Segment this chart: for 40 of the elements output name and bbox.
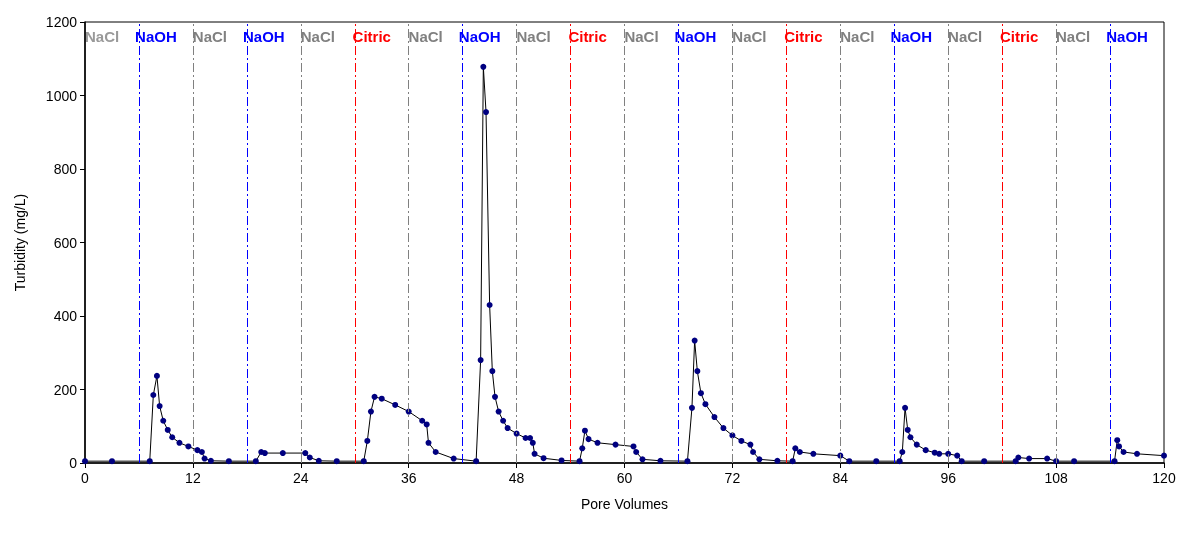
y-axis-title: Turbidity (mg/L) (12, 193, 28, 292)
y-tick-label: 600 (53, 234, 78, 251)
ref-line-label: NaOH (674, 28, 717, 45)
ref-line-label: NaOH (1106, 28, 1148, 45)
ref-line-label: Citric (999, 28, 1039, 45)
x-tick-label: 48 (508, 470, 525, 486)
y-tick-label: 0 (69, 455, 78, 471)
y-tick-label: 400 (53, 308, 78, 324)
x-axis-title: Pore Volumes (580, 496, 669, 512)
ref-line-label: NaCl (732, 28, 767, 45)
y-tick-label: 200 (53, 381, 78, 398)
ref-line-label: NaCl (624, 28, 659, 45)
x-tick-label: 120 (1152, 470, 1176, 486)
ref-line-label: NaOH (458, 28, 501, 45)
ref-line-label: NaCl (1056, 28, 1091, 45)
x-tick-label: 0 (81, 470, 90, 486)
y-tick-label: 800 (53, 161, 78, 177)
y-tick-label: 1000 (45, 87, 78, 104)
x-tick-label: 60 (616, 470, 633, 486)
ref-line-label: NaCl (516, 28, 551, 45)
x-tick-label: 12 (185, 470, 201, 486)
ref-line-label: NaCl (840, 28, 875, 45)
ref-line-label: NaCl (192, 28, 227, 45)
x-tick-label: 96 (940, 470, 957, 486)
ref-line-label: NaCl (408, 28, 443, 45)
x-tick-label: 72 (724, 470, 741, 486)
x-tick-label: 108 (1044, 470, 1068, 486)
x-tick-label: 24 (293, 470, 309, 486)
ref-line-label: Citric (784, 28, 823, 45)
ref-line-label: NaOH (890, 28, 933, 45)
ref-line-label: NaCl (948, 28, 983, 45)
ref-line-label: NaCl (300, 28, 335, 45)
ref-line-label: NaOH (135, 28, 177, 45)
annotation: NaCl (85, 27, 120, 45)
ref-line-label: NaOH (243, 28, 285, 45)
x-tick-label: 36 (400, 470, 417, 486)
x-tick-label: 84 (832, 470, 849, 486)
ref-line-label: Citric (352, 28, 391, 45)
y-tick-label: 1200 (45, 14, 78, 30)
ref-line-label: Citric (568, 28, 607, 45)
